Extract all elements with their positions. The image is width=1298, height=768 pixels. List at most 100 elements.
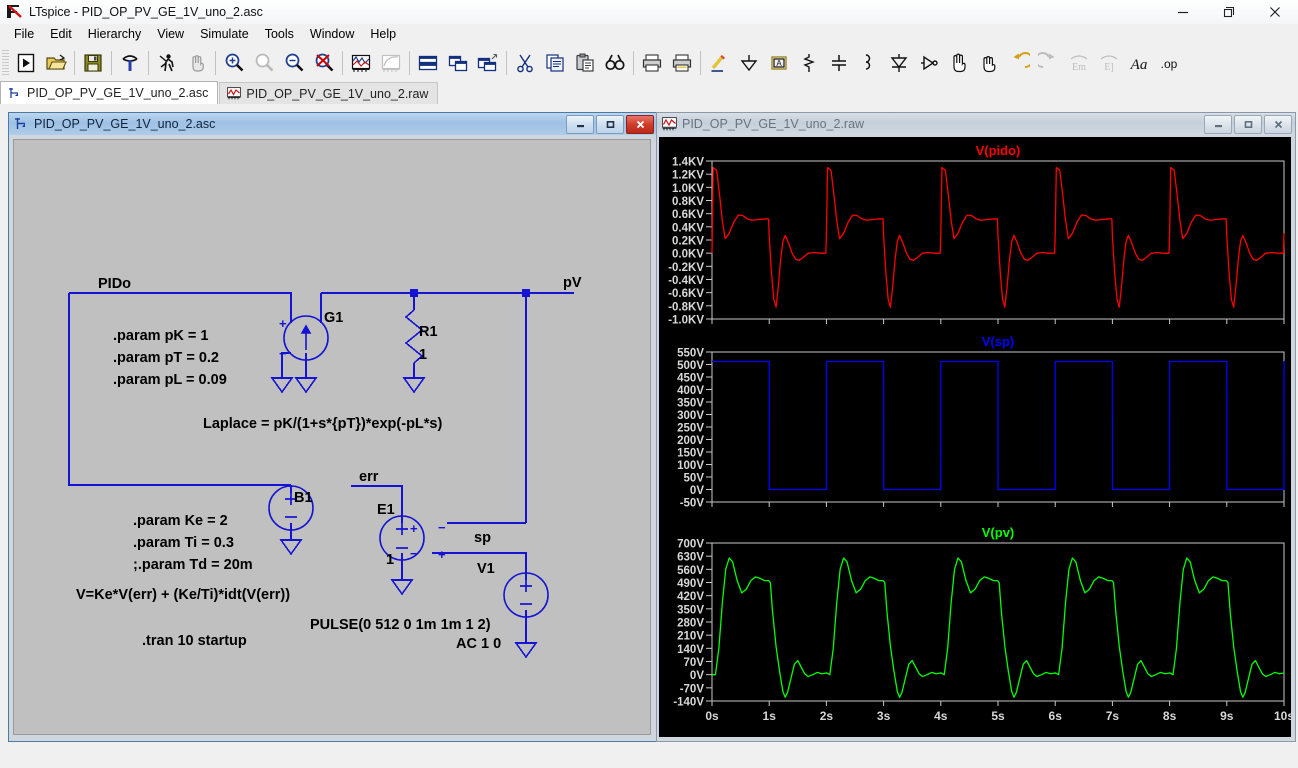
abort-simulation-icon[interactable] [152, 48, 182, 78]
menu-item-hierarchy[interactable]: Hierarchy [87, 27, 142, 41]
status-bar [0, 744, 1298, 768]
new-schematic-icon[interactable] [11, 48, 41, 78]
y-axis-tick-label: -0.2KV [668, 262, 704, 274]
component-label-b1: B1 [294, 490, 313, 506]
draw-wire-icon[interactable] [704, 48, 734, 78]
plot-frame-3 [711, 542, 1285, 702]
tile-horizontal-icon[interactable] [413, 48, 443, 78]
schematic-minimize-button[interactable] [566, 115, 594, 134]
redo-icon[interactable] [1034, 48, 1064, 78]
svg-text:Aa: Aa [1130, 57, 1148, 73]
waveform-minimize-button[interactable] [1204, 115, 1232, 134]
waveform-window-titlebar[interactable]: PID_OP_PV_GE_1V_uno_2.raw [657, 113, 1295, 135]
mirror-icon[interactable]: Em [1064, 48, 1094, 78]
paste-icon[interactable] [570, 48, 600, 78]
waveform-close-button[interactable] [1264, 115, 1292, 134]
print-icon[interactable] [637, 48, 667, 78]
plot-pane-2: V(sp) 550V500V450V400V350V300V250V200V150… [677, 334, 1285, 510]
show-spice-error-log-icon[interactable] [376, 48, 406, 78]
tile-vertical-icon[interactable] [443, 48, 473, 78]
y-axis-tick-label: 0.4KV [672, 222, 704, 234]
place-spice-directive-icon[interactable]: .op [1154, 48, 1184, 78]
minimize-button[interactable] [1160, 0, 1206, 24]
tab-waveform[interactable]: PID_OP_PV_GE_1V_uno_2.raw [219, 82, 439, 104]
menu-item-tools[interactable]: Tools [264, 27, 294, 41]
menu-item-edit[interactable]: Edit [50, 27, 72, 41]
schematic-child-window[interactable]: PID_OP_PV_GE_1V_uno_2.asc [8, 112, 658, 742]
toolbar-separator [700, 51, 701, 75]
close-button[interactable] [1252, 0, 1298, 24]
svg-text:−: − [410, 546, 418, 561]
svg-text:.op: .op [1161, 57, 1178, 71]
menu-item-view[interactable]: View [157, 27, 185, 41]
x-axis-tick-label: 4s [934, 709, 948, 723]
y-axis-tick-label: 0V [690, 670, 704, 682]
component-value-e1: 1 [386, 552, 394, 568]
place-resistor-icon[interactable] [794, 48, 824, 78]
save-file-icon[interactable] [78, 48, 108, 78]
net-label-err: err [359, 469, 379, 485]
y-axis-tick-label: 200V [677, 435, 704, 447]
zoom-in-icon[interactable] [219, 48, 249, 78]
menu-item-help[interactable]: Help [370, 27, 397, 41]
zoom-area-icon[interactable] [249, 48, 279, 78]
tab-waveform-label: PID_OP_PV_GE_1V_uno_2.raw [246, 86, 429, 101]
place-capacitor-icon[interactable] [824, 48, 854, 78]
waveform-plot-area[interactable]: V(pido) 1.4KV 1.2KV 1.0KV 0.8KV 0.6KV 0.4KV 0.2… [659, 137, 1291, 737]
y-axis-tick-label: 500V [677, 360, 704, 372]
x-axis-tick-label: 2s [820, 709, 834, 723]
directive-pulse: PULSE(0 512 0 1m 1m 1 2) [310, 617, 491, 633]
find-icon[interactable] [600, 48, 630, 78]
run-simulation-icon[interactable] [115, 48, 145, 78]
menu-item-file[interactable]: File [14, 27, 35, 41]
svg-text:+: + [438, 547, 446, 562]
waveform-maximize-button[interactable] [1234, 115, 1262, 134]
place-text-icon[interactable]: Aa [1124, 48, 1154, 78]
place-ground-icon[interactable] [734, 48, 764, 78]
schematic-window-titlebar[interactable]: PID_OP_PV_GE_1V_uno_2.asc [9, 113, 657, 135]
schematic-canvas[interactable]: + − + − − + PIDo pV err sp G1 R1 [13, 139, 651, 735]
cut-icon[interactable] [510, 48, 540, 78]
tab-schematic[interactable]: PID_OP_PV_GE_1V_uno_2.asc [0, 81, 219, 104]
place-diode-icon[interactable] [884, 48, 914, 78]
directive-laplace: Laplace = pK/(1+s*{pT})*exp(-pL*s) [203, 416, 442, 432]
y-axis-tick-label: 450V [677, 373, 704, 385]
waveform-child-window[interactable]: PID_OP_PV_GE_1V_uno_2.raw V(pido) 1.4KV 1.… [656, 112, 1296, 742]
place-inductor-icon[interactable] [854, 48, 884, 78]
y-axis-tick-label: 280V [677, 618, 704, 630]
y-axis-tick-label: 630V [677, 552, 704, 564]
pan-hand-icon[interactable] [182, 48, 212, 78]
place-component-icon[interactable] [914, 48, 944, 78]
print-preview-icon[interactable] [667, 48, 697, 78]
toolbar-separator [111, 51, 112, 75]
maximize-restore-button[interactable] [1206, 0, 1252, 24]
component-label-r1: R1 [419, 324, 438, 340]
x-axis-tick-label: 5s [991, 709, 1005, 723]
y-axis-tick-label: 50V [684, 473, 705, 485]
window-controls [1160, 0, 1298, 24]
zoom-full-undo-icon[interactable] [309, 48, 339, 78]
toolbar-separator [342, 51, 343, 75]
cascade-icon[interactable] [473, 48, 503, 78]
place-label-icon[interactable]: A [764, 48, 794, 78]
menu-item-window[interactable]: Window [309, 27, 355, 41]
toolbar-separator [74, 51, 75, 75]
rotate-icon[interactable]: E] [1094, 48, 1124, 78]
open-file-icon[interactable] [41, 48, 71, 78]
schematic-maximize-button[interactable] [596, 115, 624, 134]
wire-junction-dots [410, 289, 530, 297]
copy-icon[interactable] [540, 48, 570, 78]
undo-icon[interactable] [1004, 48, 1034, 78]
drag-object-icon[interactable] [974, 48, 1004, 78]
menu-item-simulate[interactable]: Simulate [200, 27, 249, 41]
y-axis-tick-label: 100V [677, 460, 704, 472]
toolbar-grip[interactable] [2, 50, 9, 76]
waveform-window-controls [1204, 115, 1292, 134]
show-waveforms-icon[interactable] [346, 48, 376, 78]
schematic-close-button[interactable] [626, 115, 654, 134]
move-object-icon[interactable] [944, 48, 974, 78]
document-tab-strip: PID_OP_PV_GE_1V_uno_2.asc PID_OP_PV_GE_1… [0, 81, 1298, 104]
zoom-out-icon[interactable] [279, 48, 309, 78]
